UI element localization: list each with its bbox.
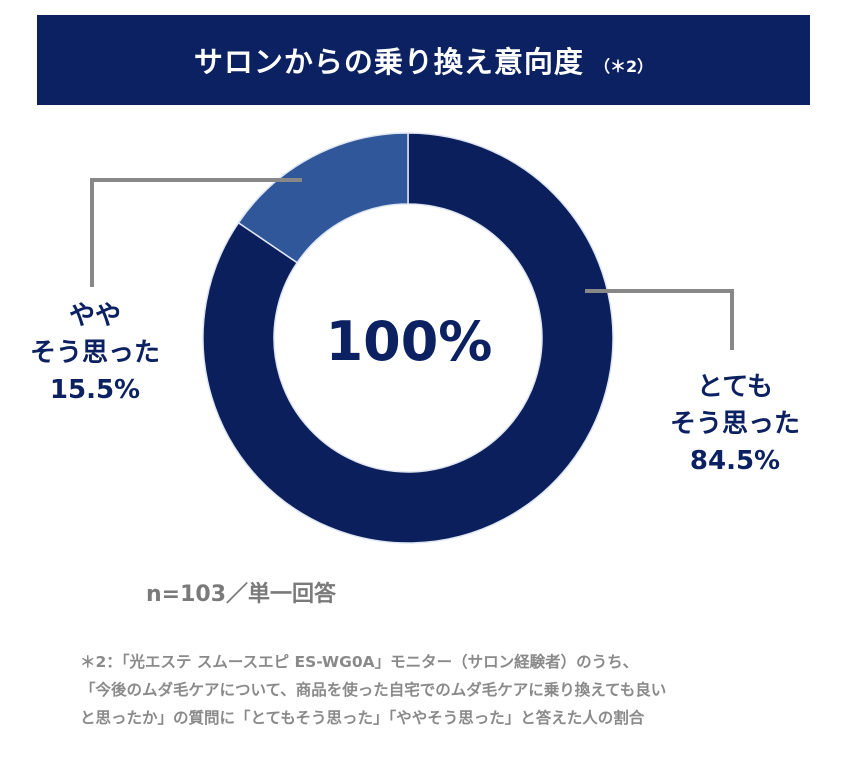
slice-value-label: 15.5% <box>49 375 141 405</box>
slice-label-somewhat: やや そう思った 15.5% <box>0 298 190 409</box>
donut-slice-0 <box>202 132 614 544</box>
slice-value-label: 84.5% <box>689 446 781 476</box>
slice-label-line: そう思った <box>29 338 160 368</box>
title-footnote-ref: （＊2） <box>593 57 654 76</box>
sample-size: n=103／単一回答 <box>146 582 337 607</box>
slice-label-line: やや <box>68 301 121 331</box>
chart-title: サロンからの乗り換え意向度 <box>193 45 584 79</box>
chart-title-banner: サロンからの乗り換え意向度 （＊2） <box>37 15 810 105</box>
footnote: ＊2：「光エステ スムースエピ ES-WG0A」モニター（サロン経験者）のうち、… <box>80 648 666 732</box>
center-label: 100% <box>326 310 493 373</box>
leader-line-right <box>585 289 734 350</box>
footnote-line: と思ったか」の質問に「とてもそう思った」「ややそう思った」と答えた人の割合 <box>80 709 645 727</box>
slice-label-line: とても <box>697 372 773 402</box>
slice-label-very: とても そう思った 84.5% <box>640 369 830 480</box>
footnote-line: ＊2：「光エステ スムースエピ ES-WG0A」モニター（サロン経験者）のうち、 <box>80 653 639 671</box>
footnote-line: 「今後のムダ毛ケアについて、商品を使った自宅でのムダ毛ケアに乗り換えても良い <box>80 681 667 699</box>
slice-label-line: そう思った <box>669 409 800 439</box>
leader-line-left <box>90 178 302 287</box>
